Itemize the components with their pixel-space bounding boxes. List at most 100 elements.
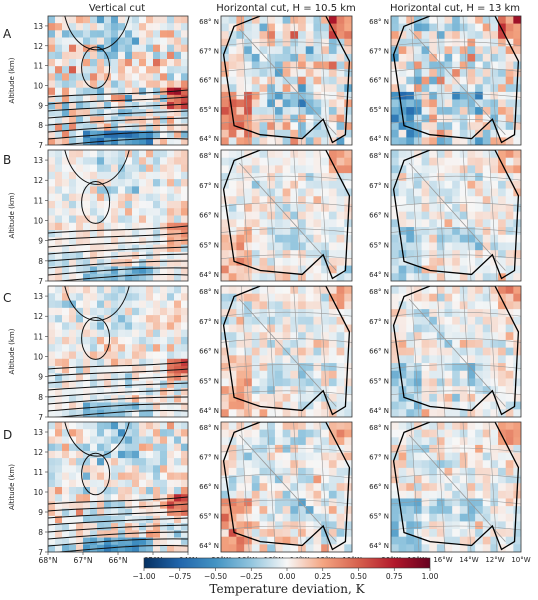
heatmap-cell [118, 315, 126, 323]
heatmap-cell [391, 242, 400, 251]
heatmap-cell [398, 513, 407, 522]
heatmap-cell [90, 102, 98, 110]
heatmap-cell [55, 366, 63, 374]
heatmap-cell [344, 378, 352, 387]
heatmap-cell [391, 437, 400, 446]
heatmap-cell [298, 122, 307, 131]
heatmap-cell [90, 515, 98, 524]
heatmap-cell [160, 59, 168, 67]
heatmap-cell [236, 157, 245, 166]
heatmap-cell [328, 467, 337, 476]
heatmap-cell [221, 460, 230, 469]
heatmap-cell [336, 203, 345, 213]
heatmap-cell [344, 422, 352, 431]
heatmap-cell [336, 544, 345, 552]
heatmap-cell [181, 130, 188, 139]
heatmap-cell [290, 273, 299, 281]
heatmap-cell [111, 164, 119, 173]
heatmap-cell [490, 188, 499, 197]
heatmap-cell [498, 498, 507, 507]
contour-line [48, 246, 188, 255]
heatmap-cell [251, 347, 260, 356]
heatmap-cell [69, 458, 77, 466]
heatmap-cell [321, 219, 330, 228]
heatmap-cell [313, 409, 322, 417]
heatmap-cell [313, 324, 322, 333]
heatmap-cell [482, 467, 491, 476]
heatmap-cell [48, 307, 56, 316]
heatmap-cell [498, 23, 507, 32]
heatmap-cell [76, 150, 84, 158]
heatmap-cell [125, 286, 133, 294]
heatmap-cell [251, 324, 260, 333]
heatmap-cell [83, 186, 91, 195]
heatmap-cell [125, 193, 133, 202]
contour-line [64, 150, 130, 185]
heatmap-cell [259, 332, 268, 341]
heatmap-cell [174, 530, 182, 538]
heatmap-cell [181, 200, 188, 209]
heatmap-cell [421, 437, 430, 446]
heatmap-cell [167, 171, 175, 180]
heatmap-cell [505, 150, 514, 159]
heatmap-cell [90, 293, 98, 301]
heatmap-cell [139, 366, 147, 374]
heatmap-cell [244, 460, 253, 469]
heatmap-cell [482, 114, 491, 123]
heatmap-cell [167, 307, 175, 316]
heatmap-cell [336, 31, 345, 40]
heatmap-cell [153, 501, 161, 510]
panel-frame [220, 285, 353, 418]
heatmap-cell [125, 307, 133, 316]
heatmap-cell [62, 402, 70, 411]
heatmap-cell [452, 437, 461, 446]
heatmap-cell [336, 165, 345, 174]
heatmap-cell [498, 393, 507, 402]
heatmap-cell [413, 31, 422, 40]
heatmap-cell [97, 266, 105, 275]
heatmap-cell [244, 114, 253, 123]
heatmap-cell [139, 351, 147, 360]
heatmap-cell [413, 386, 422, 395]
heatmap-cell [459, 452, 468, 461]
heatmap-cell [313, 91, 322, 100]
heatmap-cell [228, 69, 237, 78]
heatmap-cell [244, 38, 253, 47]
heatmap-cell [282, 107, 291, 116]
heatmap-cell [336, 332, 345, 341]
heatmap-cell [406, 544, 415, 552]
heatmap-cell [406, 188, 415, 197]
heatmap-cell [132, 436, 140, 445]
heatmap-cell [290, 211, 299, 220]
heatmap-cell [221, 150, 230, 159]
heatmap-cell [83, 479, 91, 488]
heatmap-cell [146, 307, 154, 316]
heatmap-cell [125, 436, 133, 445]
heatmap-cell [104, 215, 112, 224]
heatmap-cell [313, 188, 322, 197]
heatmap-cell [55, 16, 63, 24]
heatmap-cell [444, 422, 453, 431]
heatmap-cell [475, 460, 484, 469]
heatmap-cell [321, 401, 330, 410]
heatmap-cell [259, 544, 268, 552]
heatmap-cell [406, 460, 415, 469]
heatmap-cell [160, 157, 168, 165]
heatmap-cell [111, 494, 119, 502]
heatmap-cell [55, 508, 63, 517]
heatmap-cell [490, 293, 499, 302]
heatmap-cell [290, 401, 299, 410]
heatmap-cell [111, 450, 119, 459]
heatmap-cell [274, 250, 284, 259]
heatmap-cell [282, 265, 291, 274]
heatmap-cell [328, 355, 337, 364]
heatmap-cell [298, 46, 307, 55]
heatmap-cell [97, 80, 105, 89]
heatmap-cell [459, 475, 468, 484]
heatmap-cell [391, 422, 400, 431]
heatmap-cell [467, 61, 476, 70]
heatmap-cell [298, 506, 307, 515]
heatmap-cell [48, 537, 56, 546]
heatmap-cell [153, 344, 161, 352]
heatmap-cell [83, 373, 91, 382]
